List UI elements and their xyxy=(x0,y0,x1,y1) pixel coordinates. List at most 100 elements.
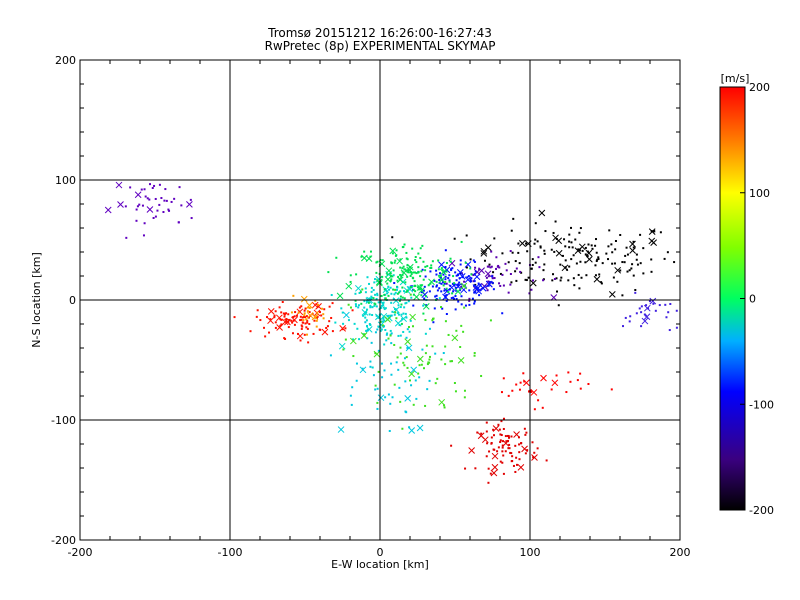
scatter-point xyxy=(509,283,512,286)
scatter-point xyxy=(449,257,452,260)
scatter-point xyxy=(395,317,398,320)
scatter-point xyxy=(531,263,534,266)
scatter-point xyxy=(303,312,306,315)
scatter-point xyxy=(442,281,445,284)
scatter-point xyxy=(366,299,369,302)
scatter-point xyxy=(417,252,420,255)
scatter-point xyxy=(619,233,622,236)
scatter-point xyxy=(635,253,638,256)
scatter-point xyxy=(491,275,494,278)
scatter-x-marker xyxy=(267,308,275,315)
scatter-point xyxy=(409,271,412,274)
scatter-x-marker xyxy=(529,279,537,287)
scatter-point xyxy=(315,314,318,317)
scatter-point xyxy=(368,323,371,326)
scatter-point xyxy=(370,286,373,289)
scatter-point xyxy=(504,450,507,453)
scatter-point xyxy=(417,266,420,269)
scatter-point xyxy=(299,339,302,342)
scatter-point xyxy=(553,250,556,253)
scatter-point xyxy=(390,362,393,365)
scatter-point xyxy=(306,333,309,336)
scatter-point xyxy=(301,321,304,324)
scatter-point xyxy=(579,372,582,375)
scatter-point xyxy=(380,304,383,307)
scatter-x-marker xyxy=(276,324,283,331)
scatter-point xyxy=(555,374,558,377)
scatter-point xyxy=(501,446,504,449)
scatter-point xyxy=(438,297,441,300)
scatter-point xyxy=(505,440,508,443)
y-tick-label: -200 xyxy=(51,534,76,547)
colorbar-tick-label: 200 xyxy=(749,81,770,94)
scatter-point xyxy=(293,315,296,318)
scatter-point xyxy=(355,305,358,308)
scatter-point xyxy=(584,246,587,249)
scatter-x-marker xyxy=(517,464,525,471)
scatter-point xyxy=(376,387,379,390)
scatter-point xyxy=(454,271,457,274)
scatter-x-marker xyxy=(375,278,383,286)
scatter-point xyxy=(487,280,490,283)
scatter-point xyxy=(444,275,447,278)
scatter-point xyxy=(645,304,648,307)
scatter-point xyxy=(368,282,371,285)
scatter-point xyxy=(350,403,353,406)
scatter-point xyxy=(468,289,471,292)
scatter-point xyxy=(382,316,385,319)
scatter-point xyxy=(380,362,383,365)
scatter-point xyxy=(639,262,642,265)
scatter-point xyxy=(375,271,378,274)
scatter-point xyxy=(474,270,477,273)
scatter-x-marker xyxy=(422,303,430,310)
scatter-point xyxy=(364,291,367,294)
scatter-x-marker xyxy=(457,356,465,364)
scatter-point xyxy=(485,455,488,458)
scatter-point xyxy=(389,279,392,282)
scatter-point xyxy=(524,452,527,455)
scatter-point xyxy=(507,447,510,450)
colorbar-ticks: 200 100 0 -100 -200 xyxy=(740,81,774,517)
scatter-point xyxy=(445,261,448,264)
scatter-point xyxy=(510,452,513,455)
scatter-point xyxy=(274,310,277,313)
scatter-point xyxy=(591,247,594,250)
scatter-point xyxy=(387,285,390,288)
scatter-point xyxy=(404,302,407,305)
x-tick-label: -200 xyxy=(68,546,93,559)
scatter-point xyxy=(474,283,477,286)
scatter-point xyxy=(381,302,384,305)
scatter-point xyxy=(401,318,404,321)
scatter-point xyxy=(399,352,402,355)
scatter-point xyxy=(499,433,502,436)
scatter-point xyxy=(177,221,180,224)
scatter-point xyxy=(445,299,448,302)
scatter-x-marker xyxy=(404,394,412,402)
grid-lines xyxy=(80,60,680,540)
x-tick-label: 200 xyxy=(670,546,691,559)
scatter-point xyxy=(280,323,283,326)
scatter-x-marker xyxy=(281,318,289,326)
scatter-x-marker xyxy=(416,424,424,432)
scatter-point xyxy=(314,299,317,302)
scatter-point xyxy=(366,324,369,327)
scatter-point xyxy=(634,291,637,294)
scatter-point xyxy=(509,273,512,276)
scatter-point xyxy=(353,322,356,325)
scatter-point xyxy=(534,261,537,264)
y-tick-label: -100 xyxy=(51,414,76,427)
x-tick-label: -100 xyxy=(218,546,243,559)
scatter-point xyxy=(381,259,384,262)
scatter-point xyxy=(373,304,376,307)
scatter-point xyxy=(536,240,539,243)
scatter-point xyxy=(312,332,315,335)
scatter-point xyxy=(406,328,409,331)
scatter-point xyxy=(611,251,614,254)
scatter-point xyxy=(587,243,590,246)
scatter-point xyxy=(450,444,453,447)
scatter-point xyxy=(414,290,417,293)
scatter-point xyxy=(455,289,458,292)
scatter-point xyxy=(421,244,424,247)
scatter-point xyxy=(457,273,460,276)
scatter-point xyxy=(315,325,318,328)
